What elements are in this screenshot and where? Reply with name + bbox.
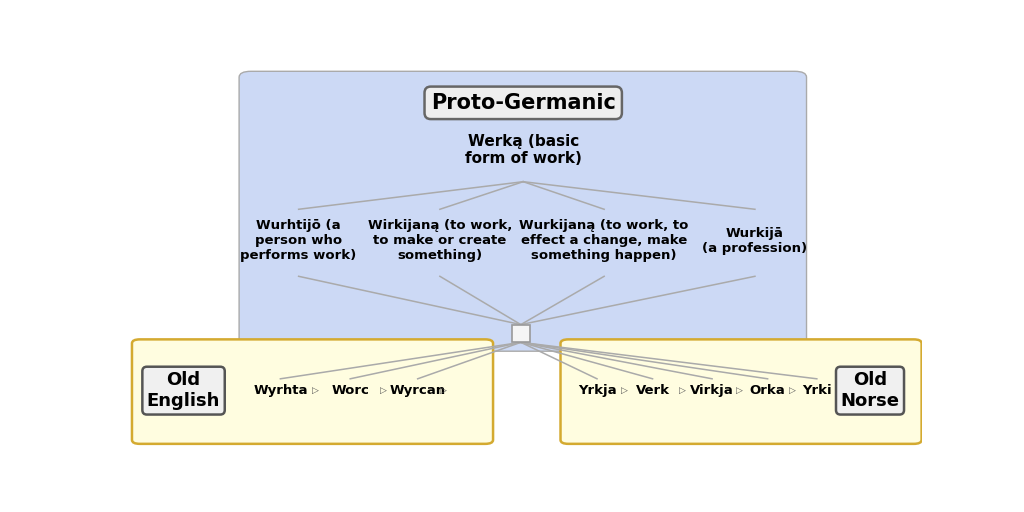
Text: ▷: ▷ (679, 386, 686, 395)
Text: ▷: ▷ (788, 386, 796, 395)
Text: Wurhtijō (a
person who
performs work): Wurhtijō (a person who performs work) (241, 219, 356, 262)
Text: ▷: ▷ (736, 386, 743, 395)
Text: Yrkja: Yrkja (578, 384, 616, 397)
FancyBboxPatch shape (240, 71, 807, 351)
FancyBboxPatch shape (512, 325, 529, 343)
Text: Virkja: Virkja (690, 384, 734, 397)
Text: Old
Norse: Old Norse (841, 371, 899, 410)
Text: Yrki: Yrki (802, 384, 831, 397)
FancyBboxPatch shape (132, 339, 494, 444)
Text: Old
English: Old English (146, 371, 220, 410)
Text: ▷: ▷ (381, 386, 387, 395)
Text: Worc: Worc (332, 384, 369, 397)
Text: Proto-Germanic: Proto-Germanic (431, 93, 615, 113)
Text: Verk: Verk (636, 384, 670, 397)
Text: ▷: ▷ (622, 386, 629, 395)
Text: Wyrhta: Wyrhta (253, 384, 307, 397)
Text: ▷: ▷ (439, 386, 446, 395)
Text: Wurkijā
(a profession): Wurkijā (a profession) (702, 227, 808, 255)
Text: ▷: ▷ (312, 386, 318, 395)
Text: Wirkijaną (to work,
to make or create
something): Wirkijaną (to work, to make or create so… (368, 219, 512, 262)
Text: Wyrcan: Wyrcan (389, 384, 445, 397)
Text: Werką (basic
form of work): Werką (basic form of work) (465, 134, 582, 166)
Text: Orka: Orka (750, 384, 785, 397)
FancyBboxPatch shape (560, 339, 922, 444)
Text: Wurkijaną (to work, to
effect a change, make
something happen): Wurkijaną (to work, to effect a change, … (519, 219, 689, 262)
